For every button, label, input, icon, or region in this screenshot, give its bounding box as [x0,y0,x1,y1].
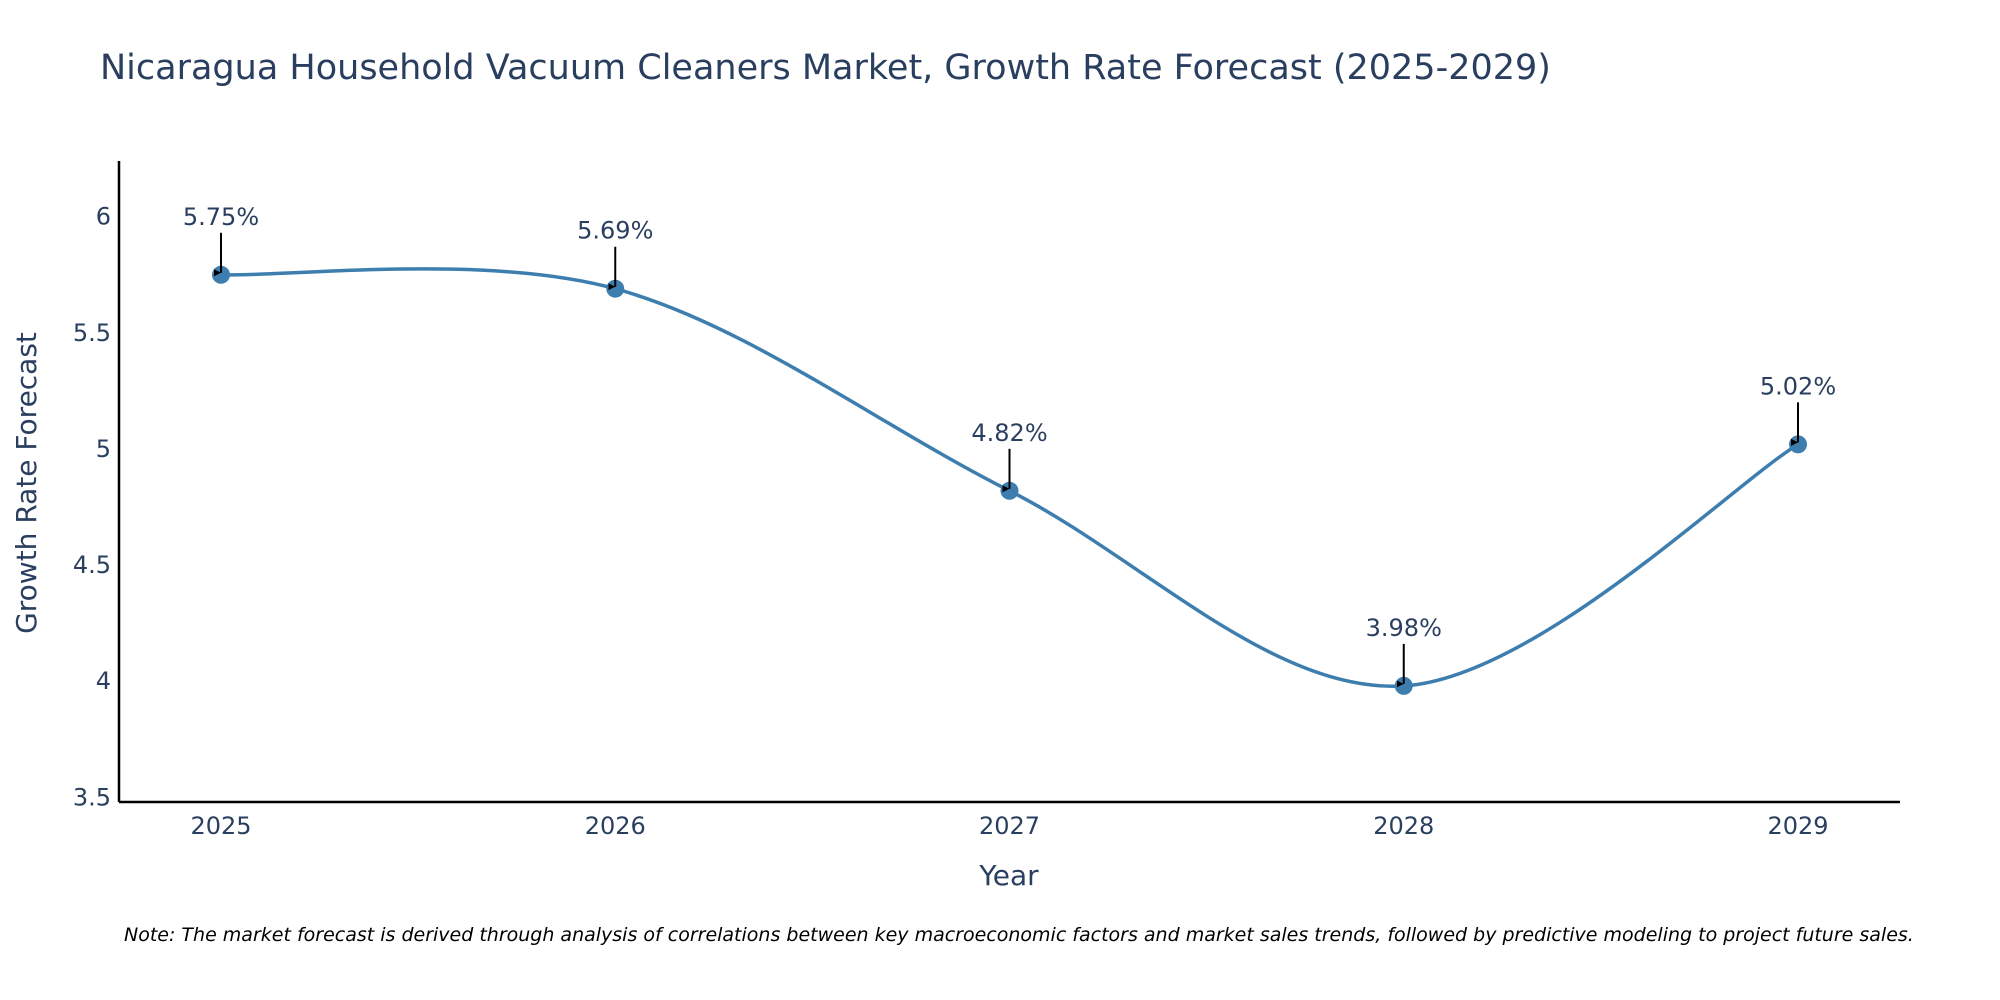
x-tick-label: 2026 [585,812,646,840]
plot-area: 3.5 4 4.5 5 5.5 6 2025 2026 2027 2028 2029 5.75% 5.6… [73,161,1900,840]
y-tick-label: 3.5 [73,783,111,811]
data-label: 5.02% [1760,372,1836,400]
x-axis-title: Year [978,859,1039,892]
data-label: 3.98% [1366,614,1442,642]
data-label: 5.69% [577,217,653,245]
y-tick-label: 5.5 [73,319,111,347]
y-tick-label: 5 [96,435,111,463]
x-tick-label: 2029 [1767,812,1828,840]
x-tick-label: 2025 [190,812,251,840]
y-tick-label: 4 [96,667,111,695]
data-label: 5.75% [183,203,259,231]
y-tick-label: 6 [96,203,111,231]
data-label: 4.82% [971,419,1047,447]
x-tick-label: 2027 [979,812,1040,840]
y-tick-label: 4.5 [73,551,111,579]
chart-note: Note: The market forecast is derived thr… [124,924,1914,946]
x-tick-label: 2028 [1373,812,1434,840]
chart-title: Nicaragua Household Vacuum Cleaners Mark… [100,48,1551,88]
y-axis-title: Growth Rate Forecast [10,332,43,634]
